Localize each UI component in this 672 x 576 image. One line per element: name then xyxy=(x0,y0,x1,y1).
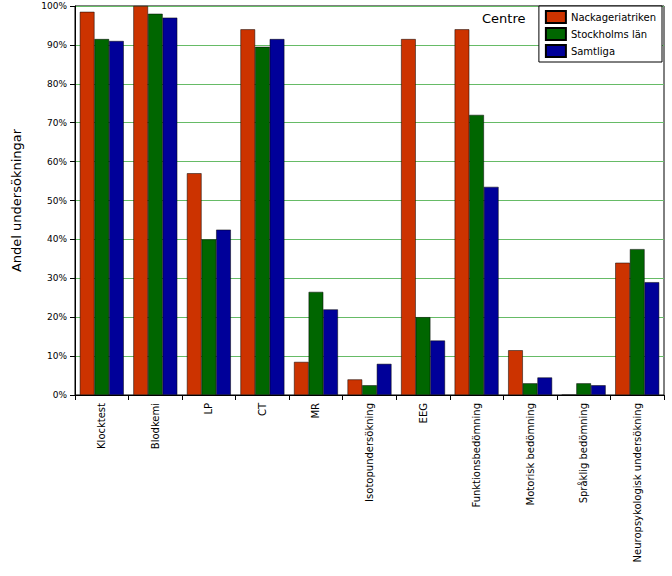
svg-text:Centre: Centre xyxy=(482,11,525,26)
svg-text:40%: 40% xyxy=(47,234,67,244)
svg-text:0%: 0% xyxy=(53,390,68,400)
svg-text:LP: LP xyxy=(203,403,214,415)
svg-text:Blodkemi: Blodkemi xyxy=(150,403,161,449)
svg-text:Isotopundersökning: Isotopundersökning xyxy=(364,403,375,502)
svg-text:Funktionsbedömning: Funktionsbedömning xyxy=(471,403,482,508)
svg-text:Språklig bedömning: Språklig bedömning xyxy=(577,403,589,503)
svg-text:CT: CT xyxy=(257,402,268,416)
svg-text:Samtliga: Samtliga xyxy=(571,46,615,57)
svg-text:Motorisk bedömning: Motorisk bedömning xyxy=(525,403,536,505)
svg-text:Andel undersökningar: Andel undersökningar xyxy=(9,128,24,272)
svg-text:70%: 70% xyxy=(47,118,67,128)
svg-text:90%: 90% xyxy=(47,40,67,50)
svg-text:Klocktest: Klocktest xyxy=(96,403,107,449)
svg-text:Neuropsykologisk undersökning: Neuropsykologisk undersökning xyxy=(632,403,643,562)
svg-text:30%: 30% xyxy=(47,273,67,283)
svg-text:60%: 60% xyxy=(47,157,67,167)
svg-text:20%: 20% xyxy=(47,312,67,322)
svg-text:Stockholms län: Stockholms län xyxy=(571,29,647,40)
svg-text:EEG: EEG xyxy=(418,403,429,423)
svg-text:80%: 80% xyxy=(47,79,67,89)
svg-text:50%: 50% xyxy=(47,196,67,206)
svg-text:MR: MR xyxy=(310,403,321,419)
svg-text:Nackageriatriken: Nackageriatriken xyxy=(571,12,656,23)
svg-text:10%: 10% xyxy=(47,351,67,361)
svg-text:100%: 100% xyxy=(41,1,67,11)
